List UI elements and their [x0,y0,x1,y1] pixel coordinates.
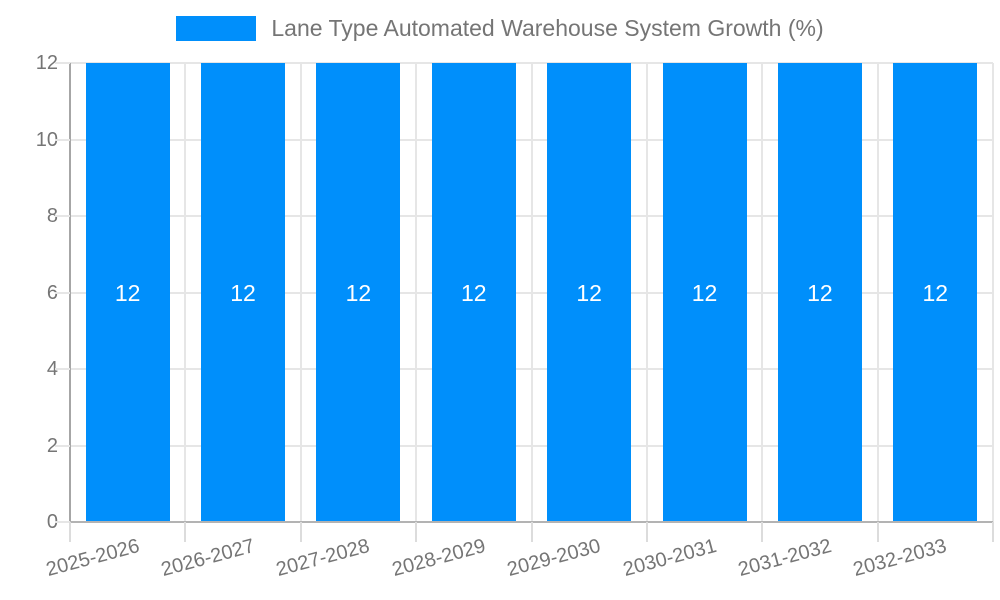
bar-value-label: 12 [461,279,487,306]
x-tick [992,522,994,542]
x-tick [69,522,71,542]
x-tick [299,522,302,542]
bar[interactable] [431,63,516,522]
bar-value-label: 12 [114,279,141,306]
bar[interactable] [201,63,286,522]
v-gridline [530,63,533,522]
y-axis-label: 12 [35,52,58,74]
y-tick [55,62,70,64]
bar[interactable] [777,63,862,522]
y-axis-label: 6 [46,281,58,304]
y-axis-label: 4 [46,358,58,380]
legend[interactable]: Lane Type Automated Warehouse System Gro… [0,15,1000,42]
bar[interactable] [893,63,978,522]
x-tick [761,522,764,542]
x-tick [415,522,418,542]
x-tick [876,522,879,542]
bar[interactable] [547,63,632,522]
y-axis-label: 10 [35,128,58,151]
v-gridline [645,63,648,522]
x-tick [184,522,187,542]
v-gridline [415,63,418,522]
legend-label: Lane Type Automated Warehouse System Gro… [271,15,824,41]
y-tick [55,291,70,294]
x-tick [530,522,533,542]
y-axis-label: 0 [46,511,58,533]
bar[interactable] [316,63,401,522]
v-gridline [992,63,994,522]
legend-swatch [176,16,257,41]
y-axis-line [69,63,71,522]
bar-value-label: 12 [691,279,718,306]
v-gridline [876,63,879,522]
v-gridline [761,63,764,522]
bar-value-label: 12 [230,279,256,306]
bar-value-label: 12 [807,279,833,306]
bar-value-label: 12 [345,279,372,306]
plot-area: 12 12 12 12 12 12 12 12 [70,62,994,522]
bar-value-label: 12 [576,279,602,306]
bar[interactable] [85,63,170,522]
y-axis-label: 8 [46,205,58,227]
v-gridline [299,63,302,522]
bar[interactable] [662,63,747,522]
y-axis-label: 2 [46,434,58,457]
bar-value-label: 12 [922,279,949,306]
y-tick [55,138,70,141]
y-tick [55,368,70,370]
x-tick [645,522,648,542]
v-gridline [184,63,187,522]
y-tick [55,444,70,447]
y-tick [55,521,70,523]
y-tick [55,215,70,217]
